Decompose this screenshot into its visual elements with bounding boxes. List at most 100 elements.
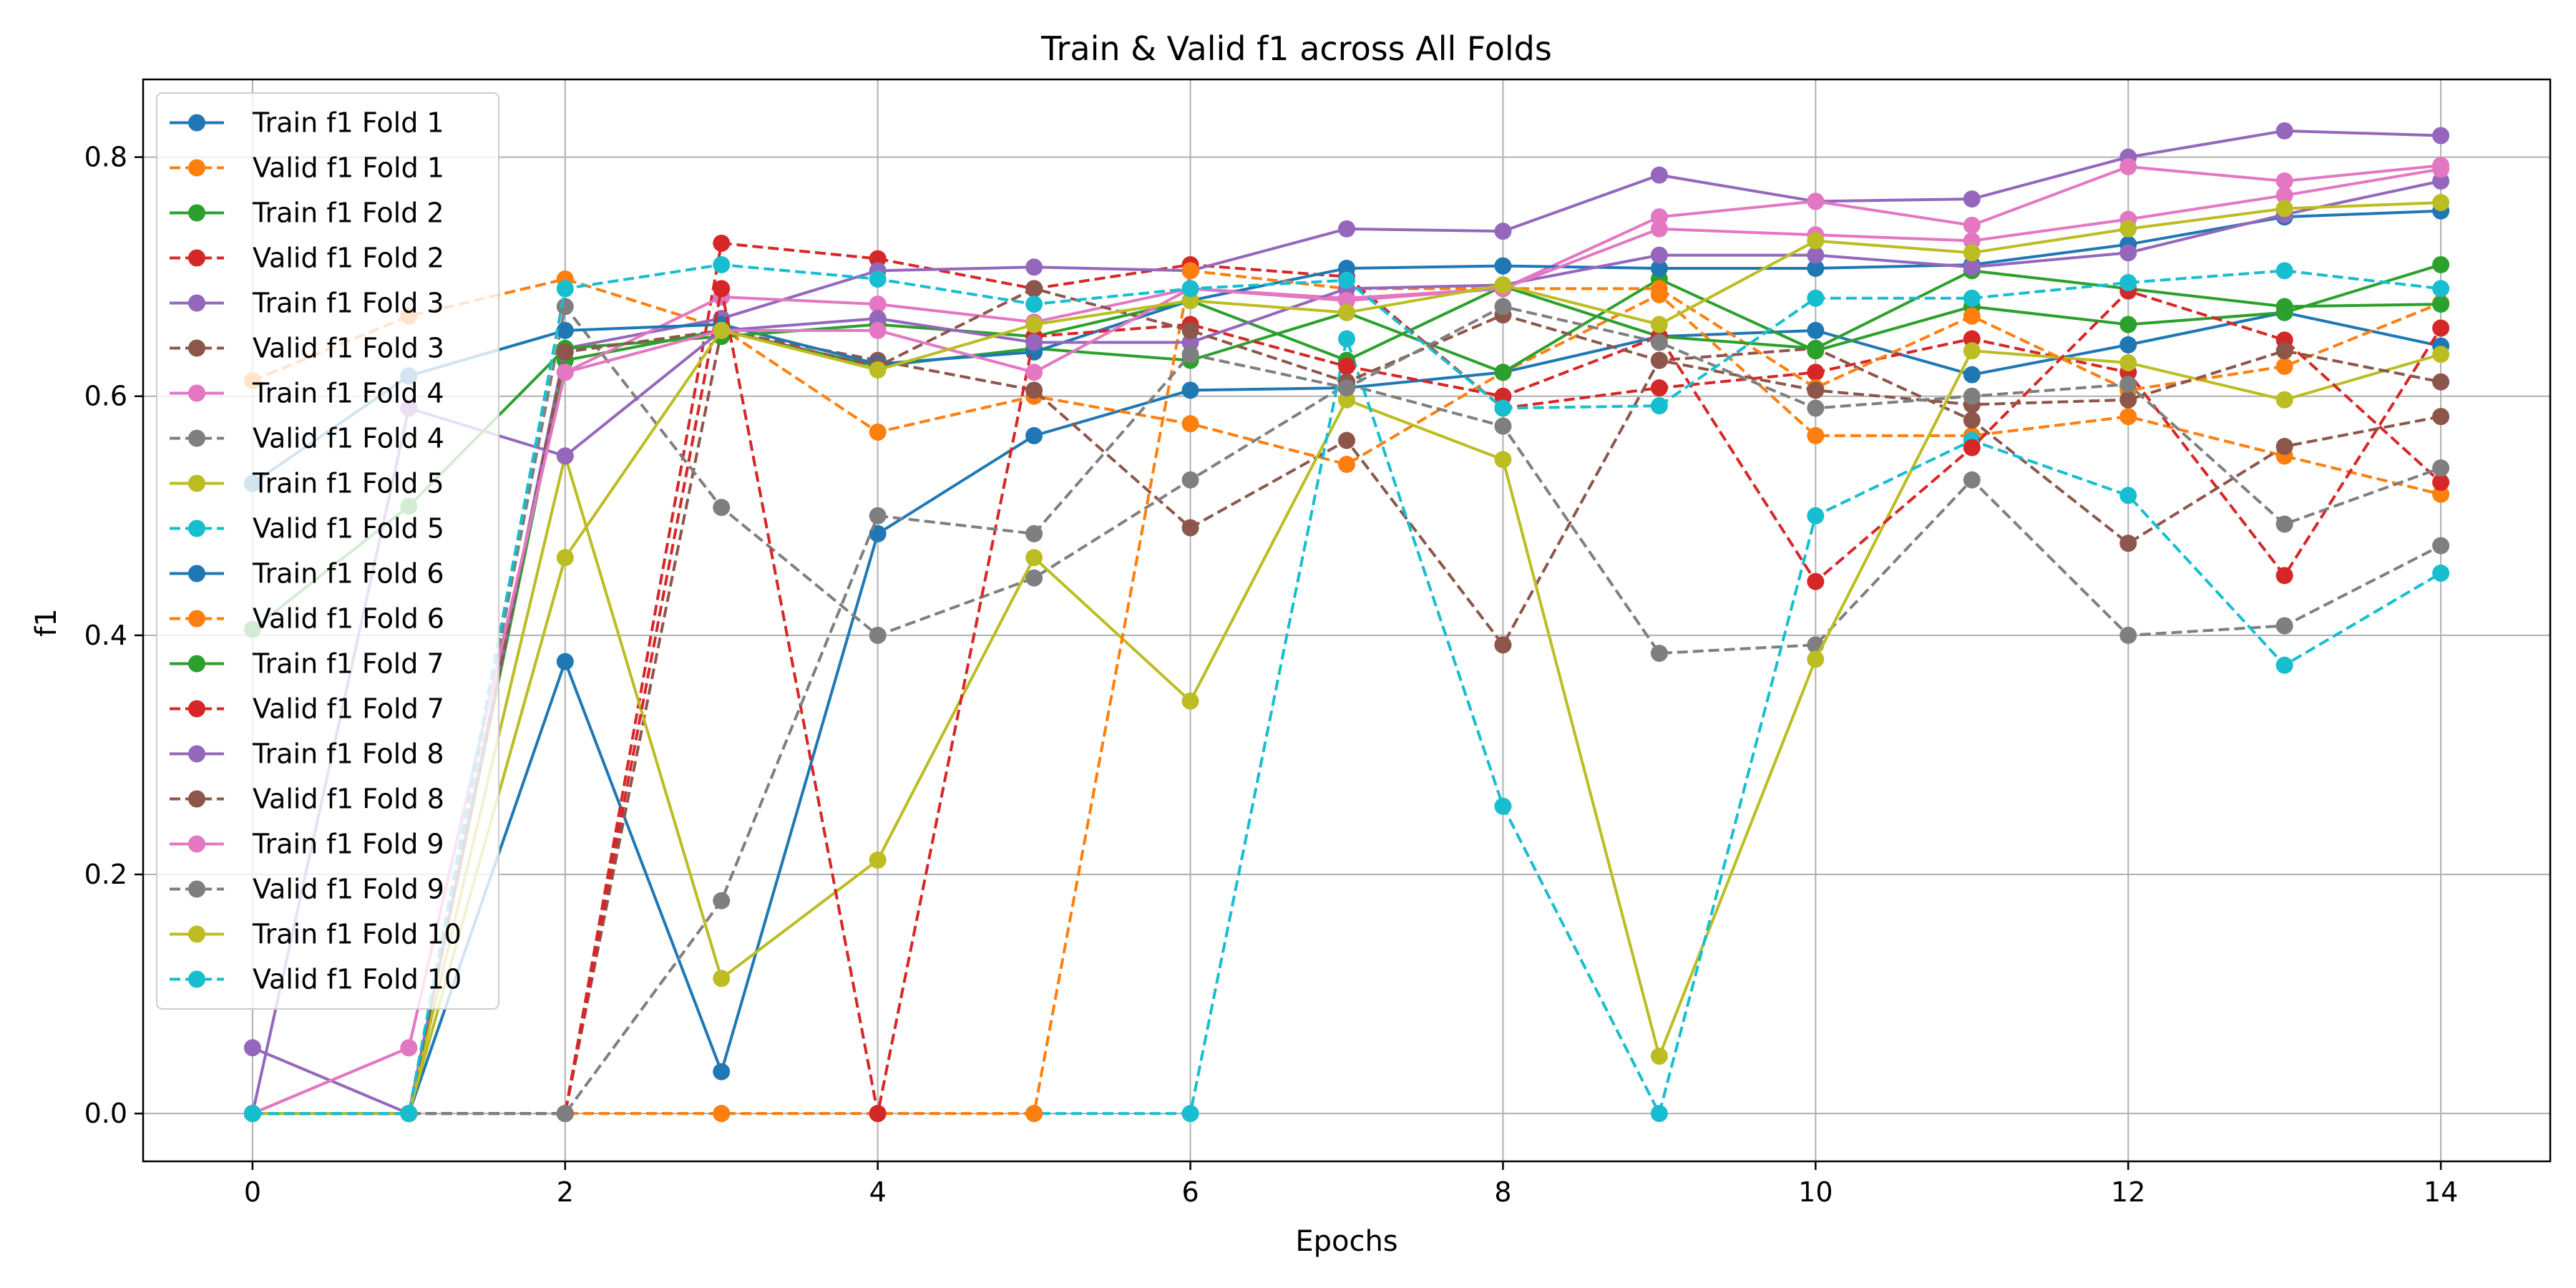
data-point	[2432, 319, 2450, 337]
data-point	[1963, 471, 1981, 489]
legend-item: Valid f1 Fold 3	[170, 333, 444, 364]
data-point	[556, 298, 574, 316]
x-tick-label: 6	[1181, 1176, 1199, 1208]
data-point	[2119, 353, 2137, 371]
legend-item: Valid f1 Fold 2	[170, 243, 444, 274]
series-20	[243, 255, 2450, 1123]
data-point	[1338, 379, 1355, 397]
legend-label: Valid f1 Fold 4	[253, 423, 444, 454]
data-point	[2432, 127, 2450, 145]
legend-item: Valid f1 Fold 10	[170, 964, 462, 995]
data-point	[2432, 346, 2450, 364]
data-point	[1494, 257, 1512, 275]
legend-item: Valid f1 Fold 5	[170, 513, 444, 545]
data-point	[1650, 333, 1668, 351]
data-point	[1181, 415, 1199, 433]
data-point	[1963, 387, 1981, 405]
data-point	[1963, 232, 1981, 250]
data-point	[1650, 166, 1668, 184]
data-point	[2275, 262, 2293, 280]
x-tick-label: 12	[2111, 1176, 2145, 1208]
legend-swatch-marker	[188, 610, 205, 628]
legend-label: Train f1 Fold 2	[252, 197, 444, 229]
y-tick-label: 0.0	[84, 1098, 127, 1129]
data-point	[1807, 232, 1825, 250]
legend-swatch-marker	[188, 339, 205, 357]
data-point	[243, 1105, 261, 1123]
data-point	[2275, 437, 2293, 455]
y-tick-label: 0.6	[84, 381, 127, 412]
legend-swatch-marker	[188, 159, 205, 177]
data-point	[1494, 223, 1512, 240]
data-point	[869, 423, 887, 441]
data-point	[713, 499, 731, 517]
data-point	[2275, 298, 2293, 316]
data-point	[556, 280, 574, 298]
data-point	[1025, 525, 1043, 542]
legend-label: Train f1 Fold 5	[252, 468, 444, 499]
data-point	[2119, 244, 2137, 262]
data-point	[2432, 194, 2450, 212]
data-point	[2432, 408, 2450, 426]
data-point	[2119, 626, 2137, 644]
data-point	[1650, 397, 1668, 415]
legend-item: Train f1 Fold 2	[170, 197, 444, 229]
data-point	[1025, 280, 1043, 298]
data-point	[869, 310, 887, 328]
data-point	[2275, 200, 2293, 218]
data-point	[2119, 336, 2137, 353]
legend-label: Valid f1 Fold 2	[253, 243, 444, 274]
legend-swatch-marker	[188, 565, 205, 582]
y-tick-label: 0.2	[84, 859, 127, 890]
data-point	[2275, 617, 2293, 635]
legend-label: Valid f1 Fold 6	[253, 603, 444, 635]
data-point	[1807, 650, 1825, 668]
data-point	[2432, 296, 2450, 313]
legend-label: Valid f1 Fold 7	[253, 693, 444, 725]
data-point	[1650, 1105, 1668, 1123]
data-point	[1963, 307, 1981, 325]
data-point	[713, 1105, 731, 1123]
x-tick-label: 0	[244, 1176, 261, 1208]
data-point	[1181, 519, 1199, 537]
data-point	[1338, 220, 1355, 238]
legend-item: Valid f1 Fold 9	[170, 874, 444, 905]
data-point	[713, 892, 731, 909]
data-point	[869, 1105, 887, 1123]
legend-label: Train f1 Fold 10	[252, 919, 462, 950]
data-point	[1494, 797, 1512, 815]
data-point	[2119, 316, 2137, 333]
x-tick-label: 8	[1494, 1176, 1511, 1208]
legend-box	[156, 92, 499, 1010]
legend-item: Train f1 Fold 5	[170, 468, 444, 499]
data-point	[1807, 289, 1825, 307]
legend-item: Valid f1 Fold 1	[170, 152, 444, 184]
data-point	[1650, 644, 1668, 662]
data-point	[2275, 567, 2293, 585]
legend-item: Train f1 Fold 9	[170, 829, 444, 860]
legend-swatch-marker	[188, 790, 205, 808]
data-point	[869, 321, 887, 339]
legend-label: Train f1 Fold 6	[252, 558, 444, 590]
data-point	[2275, 187, 2293, 205]
data-point	[1494, 276, 1512, 294]
series-19	[243, 194, 2450, 1123]
data-point	[556, 321, 574, 339]
legend-label: Train f1 Fold 8	[252, 738, 444, 770]
data-point	[1650, 316, 1668, 333]
data-point	[243, 1039, 261, 1057]
data-point	[1650, 220, 1668, 238]
data-point	[556, 653, 574, 670]
data-point	[1963, 342, 1981, 360]
legend-label: Valid f1 Fold 10	[253, 964, 462, 995]
legend-label: Train f1 Fold 1	[252, 107, 444, 139]
legend-swatch-marker	[188, 925, 205, 943]
data-point	[1963, 216, 1981, 234]
data-point	[1963, 411, 1981, 429]
data-point	[1807, 364, 1825, 381]
data-point	[2119, 535, 2137, 552]
legend-item: Train f1 Fold 8	[170, 738, 444, 770]
legend-label: Valid f1 Fold 5	[253, 513, 444, 545]
data-point	[1650, 351, 1668, 369]
